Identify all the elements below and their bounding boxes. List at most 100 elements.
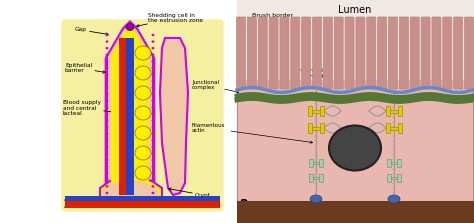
Polygon shape: [126, 38, 134, 195]
Polygon shape: [391, 177, 397, 179]
Polygon shape: [308, 106, 312, 116]
Ellipse shape: [106, 159, 109, 161]
Ellipse shape: [126, 23, 134, 31]
Polygon shape: [320, 106, 324, 116]
Ellipse shape: [315, 112, 318, 114]
Ellipse shape: [152, 132, 155, 135]
Polygon shape: [119, 44, 126, 60]
Polygon shape: [386, 123, 390, 133]
Ellipse shape: [392, 173, 395, 175]
Polygon shape: [387, 159, 391, 167]
FancyBboxPatch shape: [312, 17, 321, 89]
Text: Filamentous
actin: Filamentous actin: [192, 123, 312, 143]
FancyBboxPatch shape: [258, 17, 267, 89]
Polygon shape: [386, 106, 390, 116]
Ellipse shape: [135, 166, 151, 180]
Ellipse shape: [106, 179, 109, 181]
Ellipse shape: [152, 192, 155, 194]
Ellipse shape: [106, 185, 109, 188]
Ellipse shape: [152, 47, 155, 50]
Ellipse shape: [152, 146, 155, 148]
Ellipse shape: [106, 192, 109, 194]
Ellipse shape: [152, 87, 155, 89]
Ellipse shape: [152, 113, 155, 115]
Ellipse shape: [106, 54, 109, 56]
FancyBboxPatch shape: [465, 17, 474, 89]
Ellipse shape: [152, 73, 155, 76]
Ellipse shape: [106, 93, 109, 95]
Ellipse shape: [315, 126, 318, 128]
Ellipse shape: [392, 112, 395, 114]
Ellipse shape: [315, 107, 318, 109]
Polygon shape: [320, 123, 324, 133]
Text: Nucleus: Nucleus: [342, 145, 367, 151]
Ellipse shape: [135, 106, 151, 120]
Ellipse shape: [315, 173, 318, 175]
Text: Epithelial
barrier: Epithelial barrier: [65, 63, 105, 73]
Ellipse shape: [152, 100, 155, 102]
Ellipse shape: [315, 121, 318, 123]
FancyBboxPatch shape: [345, 17, 354, 89]
Ellipse shape: [392, 192, 395, 194]
Polygon shape: [319, 159, 323, 167]
Polygon shape: [391, 162, 397, 164]
Ellipse shape: [152, 179, 155, 181]
FancyBboxPatch shape: [432, 17, 441, 89]
Ellipse shape: [392, 102, 395, 104]
Polygon shape: [308, 123, 312, 133]
Ellipse shape: [106, 60, 109, 63]
Ellipse shape: [106, 172, 109, 175]
Ellipse shape: [106, 67, 109, 69]
Ellipse shape: [315, 135, 318, 137]
Ellipse shape: [106, 34, 109, 36]
Ellipse shape: [392, 154, 395, 156]
Polygon shape: [237, 0, 474, 223]
FancyBboxPatch shape: [400, 17, 409, 89]
Polygon shape: [65, 196, 220, 201]
FancyBboxPatch shape: [356, 17, 365, 89]
Ellipse shape: [315, 192, 318, 194]
Ellipse shape: [152, 159, 155, 161]
Ellipse shape: [106, 126, 109, 128]
Ellipse shape: [315, 178, 318, 180]
Ellipse shape: [392, 126, 395, 128]
FancyBboxPatch shape: [454, 17, 463, 89]
FancyBboxPatch shape: [421, 17, 430, 89]
Text: Blood supply
and central
lacteal: Blood supply and central lacteal: [63, 100, 116, 116]
Ellipse shape: [106, 100, 109, 102]
Ellipse shape: [152, 34, 155, 36]
Ellipse shape: [106, 87, 109, 89]
Ellipse shape: [315, 159, 318, 161]
Polygon shape: [108, 23, 152, 197]
Ellipse shape: [392, 168, 395, 170]
Ellipse shape: [315, 168, 318, 170]
Polygon shape: [390, 109, 398, 112]
Polygon shape: [119, 69, 126, 85]
Ellipse shape: [135, 86, 151, 100]
Ellipse shape: [315, 149, 318, 151]
Ellipse shape: [152, 126, 155, 128]
Ellipse shape: [106, 165, 109, 168]
Polygon shape: [390, 126, 398, 130]
Ellipse shape: [315, 140, 318, 142]
Ellipse shape: [135, 146, 151, 160]
Ellipse shape: [106, 132, 109, 135]
Text: 2: 2: [240, 198, 249, 211]
Ellipse shape: [106, 80, 109, 82]
Ellipse shape: [329, 126, 381, 171]
Ellipse shape: [152, 54, 155, 56]
Polygon shape: [119, 38, 126, 195]
Polygon shape: [65, 201, 220, 208]
Ellipse shape: [392, 116, 395, 118]
FancyBboxPatch shape: [334, 17, 343, 89]
FancyBboxPatch shape: [280, 17, 289, 89]
Polygon shape: [105, 21, 155, 198]
FancyBboxPatch shape: [389, 17, 398, 89]
Polygon shape: [319, 174, 323, 182]
Polygon shape: [100, 177, 162, 203]
Ellipse shape: [392, 164, 395, 166]
Text: Shedding cell in
the extrusion zone: Shedding cell in the extrusion zone: [137, 13, 203, 27]
FancyBboxPatch shape: [367, 17, 376, 89]
Polygon shape: [309, 159, 313, 167]
Ellipse shape: [315, 130, 318, 132]
